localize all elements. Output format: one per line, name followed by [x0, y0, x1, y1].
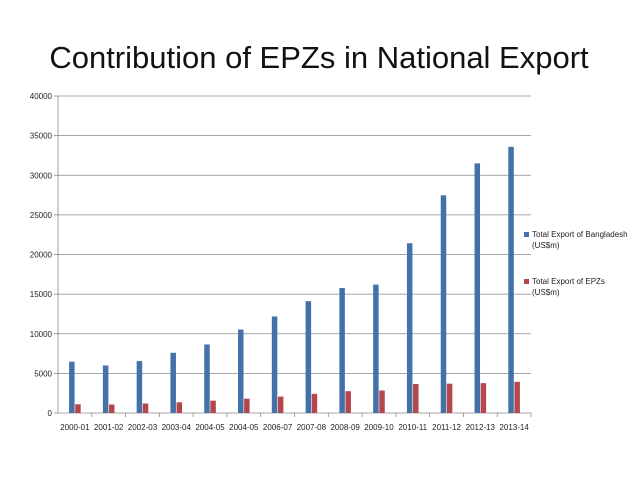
bar-total-export-epzs	[277, 396, 284, 413]
bar-total-export-epzs	[446, 383, 453, 413]
x-tick-label: 2006-07	[263, 423, 293, 432]
bar-total-export-epzs	[142, 403, 149, 413]
x-tick-label: 2003-04	[162, 423, 192, 432]
bar-total-export-bangladesh	[440, 195, 447, 413]
bar-total-export-epzs	[210, 400, 216, 413]
legend: Total Export of Bangladesh (US$m) Total Ex…	[524, 230, 628, 297]
x-tick-label: 2004-05	[229, 423, 259, 432]
bar-total-export-bangladesh	[170, 352, 176, 413]
y-tick-label: 40000	[30, 92, 53, 101]
bar-total-export-bangladesh	[373, 284, 379, 413]
y-tick-label: 35000	[30, 132, 53, 141]
bar-total-export-epzs	[345, 391, 351, 413]
chart-title: Contribution of EPZs in National Export	[49, 40, 589, 75]
x-tick-label: 2008-09	[330, 423, 360, 432]
legend-label-epzs: Total Export of EPZs	[532, 277, 605, 286]
bar-total-export-bangladesh	[474, 163, 481, 413]
y-tick-label: 30000	[30, 171, 53, 180]
bar-total-export-bangladesh	[136, 361, 143, 413]
legend-swatch-bangladesh	[524, 232, 529, 237]
x-tick-label: 2004-05	[195, 423, 225, 432]
x-tick-label: 2007-08	[297, 423, 327, 432]
y-tick-label: 20000	[30, 251, 53, 260]
y-tick-label: 0	[48, 409, 53, 418]
bar-total-export-epzs	[379, 390, 385, 413]
bar-total-export-epzs	[514, 381, 520, 413]
bar-total-export-bangladesh	[508, 146, 514, 414]
x-tick-label: 2010-11	[398, 423, 427, 432]
bar-total-export-bangladesh	[204, 344, 210, 413]
x-tick-label: 2001-02	[94, 423, 124, 432]
bars	[69, 146, 520, 414]
legend-label-epzs: (US$m)	[532, 288, 560, 297]
bar-total-export-bangladesh	[339, 288, 345, 413]
x-tick-label: 2012-13	[466, 423, 496, 432]
x-tick-label: 2000-01	[60, 423, 90, 432]
bar-total-export-epzs	[480, 383, 487, 413]
bar-total-export-epzs	[244, 398, 250, 413]
y-tick-label: 15000	[30, 290, 53, 299]
bar-total-export-epzs	[311, 393, 318, 413]
legend-label-bangladesh: (US$m)	[532, 241, 560, 250]
bar-total-export-epzs	[75, 404, 81, 413]
bar-total-export-bangladesh	[305, 301, 312, 413]
y-tick-label: 5000	[34, 369, 52, 378]
bar-total-export-bangladesh	[271, 316, 278, 413]
x-tick-label: 2013-14	[499, 423, 529, 432]
y-tick-label: 25000	[30, 211, 53, 220]
bar-total-export-epzs	[108, 404, 115, 413]
bar-total-export-epzs	[176, 402, 183, 413]
axes	[54, 95, 532, 417]
bar-total-export-bangladesh	[238, 329, 244, 413]
x-tick-label: 2011-12	[432, 423, 461, 432]
bar-total-export-epzs	[413, 383, 419, 413]
y-tick-label: 10000	[30, 330, 53, 339]
bar-total-export-bangladesh	[69, 361, 75, 413]
x-tick-label: 2009-10	[364, 423, 394, 432]
legend-swatch-epzs	[524, 279, 529, 284]
legend-label-bangladesh: Total Export of Bangladesh	[532, 230, 628, 239]
x-tick-label: 2002-03	[128, 423, 158, 432]
gridlines	[58, 95, 531, 374]
tick-labels: 0 5000 10000 15000 20000 25000 30000 35000 40000…	[30, 92, 530, 432]
bar-total-export-bangladesh	[102, 365, 109, 413]
bar-total-export-bangladesh	[406, 243, 413, 413]
